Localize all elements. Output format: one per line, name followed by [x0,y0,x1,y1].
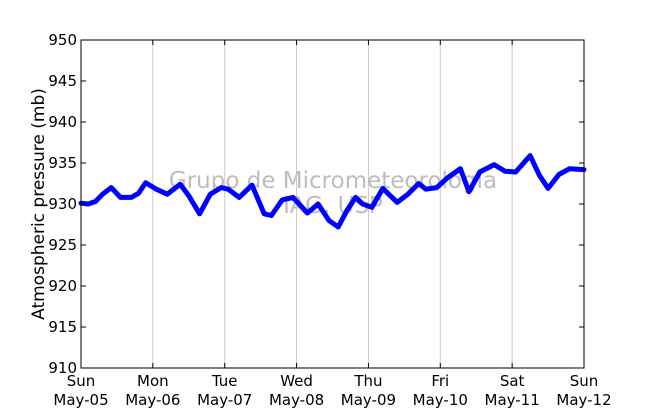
x-tick-label-date: May-05 [53,391,108,409]
x-tick-label-day: Thu [353,372,382,390]
x-tick-label-day: Sun [570,372,599,390]
y-tick-label: 940 [48,113,77,131]
x-tick-label-day: Mon [137,372,169,390]
x-axis: SunMay-05MonMay-06TueMay-07WedMay-08ThuM… [53,40,612,409]
y-tick-label: 925 [48,236,77,254]
y-axis: 910 915 920 925 930 935 940 945 950 [48,31,584,377]
y-axis-label: Atmospheric pressure (mb) [29,88,49,320]
x-tick-label-date: May-07 [197,391,252,409]
x-tick-label-date: May-09 [341,391,396,409]
y-tick-label: 915 [48,318,77,336]
x-tick-label-date: May-11 [485,391,540,409]
y-tick-label: 910 [48,359,77,377]
x-tick-label-day: Tue [211,372,238,390]
x-tick-label-day: Sat [500,372,525,390]
y-tick-label: 950 [48,31,77,49]
x-tick-label-day: Wed [280,372,313,390]
x-tick-label-day: Sun [67,372,96,390]
series-line-pressure [78,153,587,230]
x-tick-label-day: Fri [431,372,449,390]
x-tick-label-date: May-12 [556,391,611,409]
x-tick-label-date: May-08 [269,391,324,409]
y-tick-label: 945 [48,72,77,90]
y-tick-label: 930 [48,195,77,213]
y-tick-label: 920 [48,277,77,295]
x-tick-label-date: May-10 [413,391,468,409]
x-tick-label-date: May-06 [125,391,180,409]
y-tick-label: 935 [48,154,77,172]
